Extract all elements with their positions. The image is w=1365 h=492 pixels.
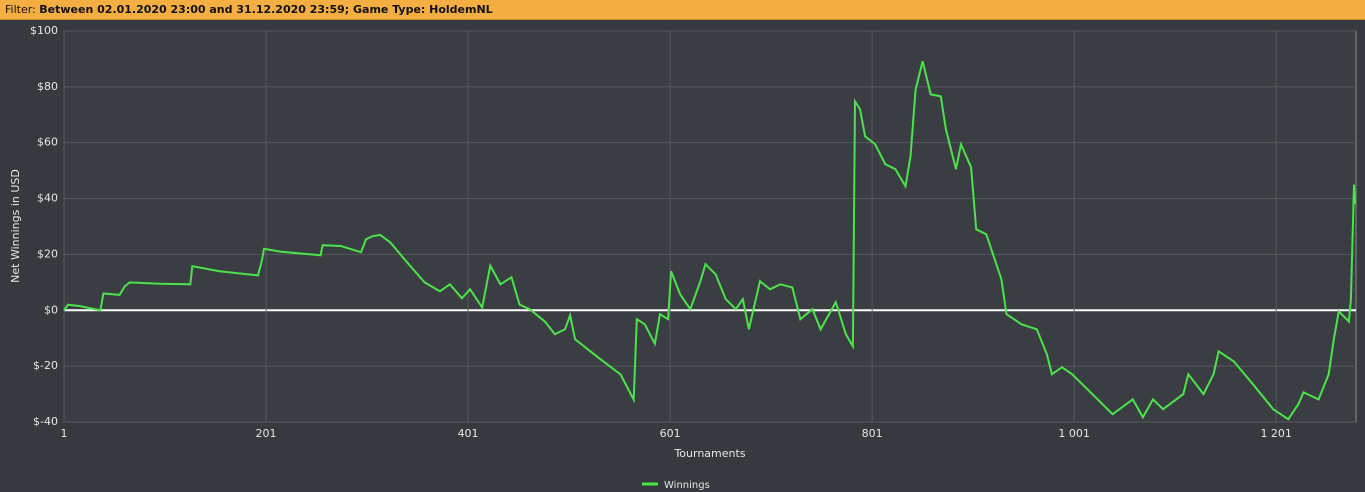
plot-area bbox=[63, 30, 1357, 423]
x-tick-label: 801 bbox=[862, 427, 883, 440]
y-tick-label: $-20 bbox=[33, 359, 58, 372]
filter-bar: Filter: Between 02.01.2020 23:00 and 31.… bbox=[0, 0, 1365, 20]
y-tick-label: $0 bbox=[44, 303, 58, 316]
y-tick-label: $20 bbox=[37, 247, 58, 260]
line bbox=[63, 60, 1356, 421]
y-axis-label: Net Winnings in USD bbox=[9, 169, 22, 283]
x-tick-label: 1 001 bbox=[1058, 427, 1090, 440]
chart: Tournaments Net Winnings in USD $100 $80 $… bbox=[9, 24, 1357, 491]
filter-value: Between 02.01.2020 23:00 and 31.12.2020 … bbox=[39, 3, 493, 16]
y-tick-label: $60 bbox=[37, 136, 58, 149]
x-tick-label: 401 bbox=[458, 427, 479, 440]
x-tick-label: 1 201 bbox=[1260, 427, 1292, 440]
y-tick-label: $-40 bbox=[33, 415, 58, 428]
x-tick-label: 201 bbox=[256, 427, 277, 440]
filter-label: Filter: bbox=[5, 3, 36, 16]
y-tick-label: $100 bbox=[30, 24, 58, 37]
y-tick-label: $80 bbox=[37, 80, 58, 93]
legend-label: Winnings bbox=[664, 480, 710, 491]
y-tick-label: $40 bbox=[37, 192, 58, 205]
x-tick-label: 1 bbox=[61, 427, 68, 440]
x-tick-label: 601 bbox=[660, 427, 681, 440]
x-axis-label: Tournaments bbox=[673, 447, 745, 460]
